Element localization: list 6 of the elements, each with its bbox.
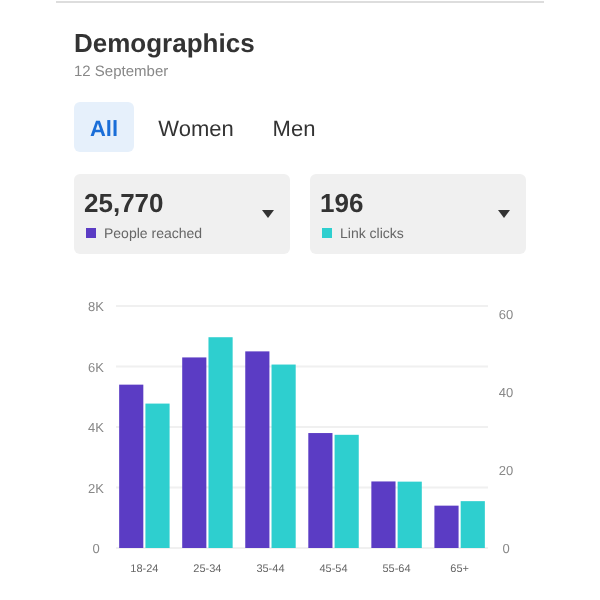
text: Women xyxy=(158,118,234,142)
text: All xyxy=(89,118,119,142)
text: 25,770 xyxy=(84,188,164,218)
chart-title: Demographics xyxy=(74,28,255,58)
text: 196 xyxy=(320,188,364,218)
text: Men xyxy=(272,118,316,142)
